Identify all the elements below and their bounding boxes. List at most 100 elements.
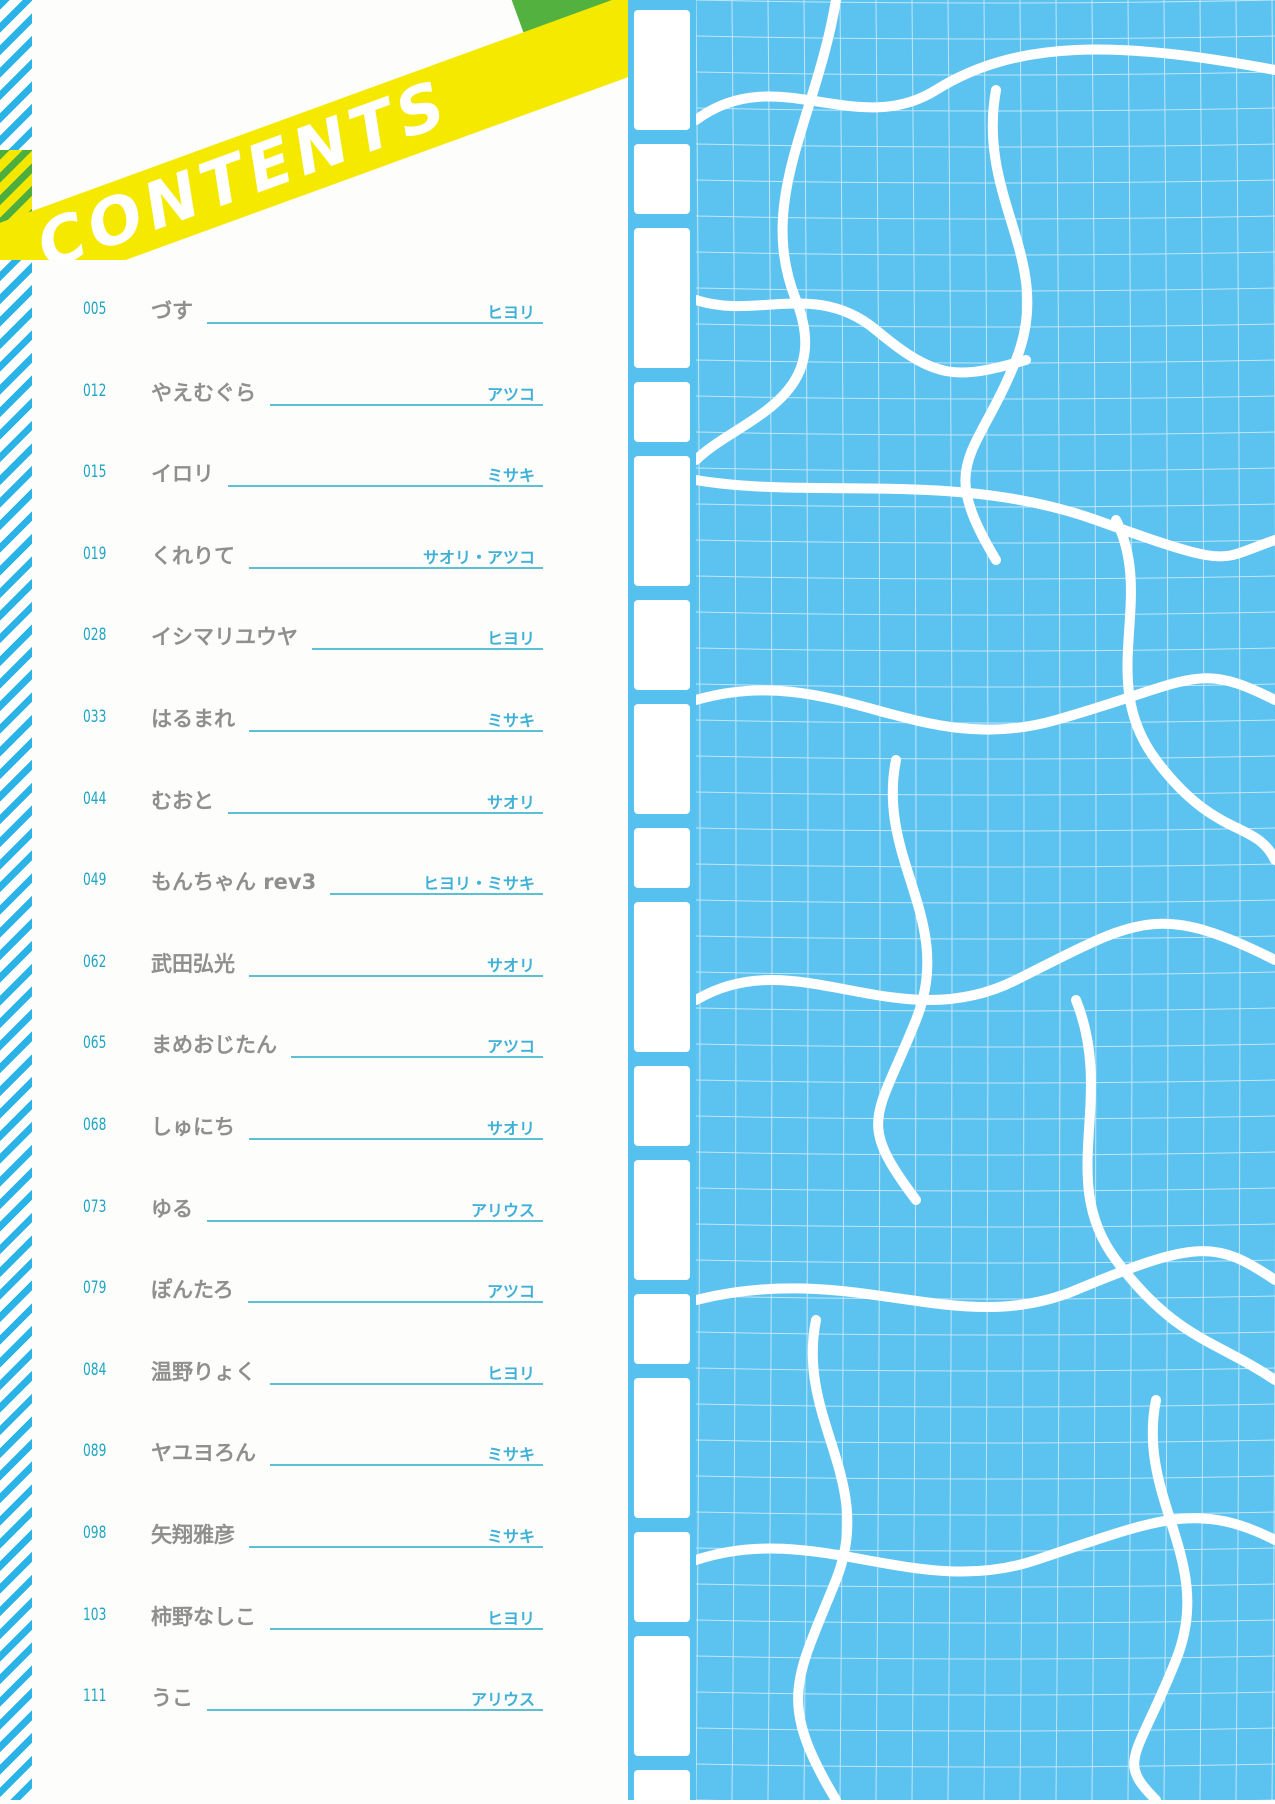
- leader-line: [151, 403, 543, 406]
- toc-entry[interactable]: 044 むおと サオリ: [83, 784, 543, 815]
- entry-author: ヒヨリ・ミサキ: [422, 874, 535, 894]
- entry-title: 柿野なしこ: [151, 1600, 270, 1631]
- strip-letter-shape: [634, 1532, 690, 1622]
- toc-entry[interactable]: 062 武田弘光 サオリ: [83, 947, 543, 978]
- page-number: 068: [83, 1115, 107, 1135]
- toc-entry[interactable]: 098 矢翔雅彦 ミサキ: [83, 1519, 543, 1549]
- caustic-line: [691, 44, 1275, 125]
- entry-author: ミサキ: [486, 466, 535, 486]
- strip-letter-shape: [634, 10, 690, 130]
- entry-title: やえむぐら: [151, 376, 270, 407]
- vertical-decorative-strip: [628, 0, 696, 1800]
- caustic-line: [793, 1315, 853, 1804]
- strip-letter-shape: [634, 1770, 690, 1800]
- toc-entry[interactable]: 103 柿野なしこ ヒヨリ: [83, 1600, 543, 1631]
- page-number: 089: [83, 1441, 107, 1462]
- entry-author: アリウス: [470, 1200, 535, 1220]
- entry-title: 矢翔雅彦: [151, 1519, 249, 1549]
- page-number: 098: [83, 1523, 107, 1543]
- leader-line: [151, 1301, 543, 1304]
- leader-line: [151, 322, 543, 324]
- pool-water-illustration: [691, 0, 1275, 1804]
- leader-line: [151, 730, 543, 732]
- toc-entry[interactable]: 073 ゆる アリウス: [83, 1192, 543, 1223]
- toc-entry[interactable]: 019 くれりて サオリ・アツコ: [83, 539, 543, 570]
- toc-entry[interactable]: 015 イロリ ミサキ: [83, 458, 543, 489]
- page-number: 033: [83, 707, 107, 727]
- leader-line: [151, 485, 543, 488]
- toc-entry[interactable]: 028 イシマリユウヤ ヒヨリ: [83, 621, 543, 652]
- entry-author: ヒヨリ: [486, 303, 535, 322]
- caustic-line: [873, 755, 933, 1205]
- toc-entry[interactable]: 005 づす ヒヨリ: [83, 295, 543, 325]
- strip-letter-shape: [634, 1294, 690, 1364]
- caustic-line: [1071, 995, 1275, 1385]
- caustic-line: [691, 0, 841, 465]
- entry-title: づす: [151, 295, 207, 325]
- page-number: 015: [83, 462, 107, 483]
- entry-title: もんちゃん rev3: [151, 866, 331, 897]
- strip-letter-shape: [634, 144, 690, 214]
- entry-title: はるまれ: [151, 703, 249, 733]
- page-number: 012: [83, 380, 107, 401]
- entry-author: ミサキ: [486, 1527, 535, 1546]
- entry-author: アリウス: [470, 1690, 535, 1710]
- page-number: 084: [83, 1359, 107, 1380]
- toc-entry[interactable]: 084 温野りょく ヒヨリ: [83, 1355, 543, 1386]
- entry-title: むおと: [151, 784, 228, 815]
- page-number: 079: [83, 1278, 107, 1299]
- leader-line: [151, 974, 543, 977]
- page-number: 073: [83, 1196, 107, 1217]
- strip-letter-shape: [634, 600, 690, 690]
- page-number: 049: [83, 870, 107, 891]
- toc-entry[interactable]: 065 まめおじたん アツコ: [83, 1029, 543, 1060]
- leader-line: [151, 893, 543, 896]
- entry-author: アツコ: [486, 1037, 535, 1057]
- entry-title: ゆる: [151, 1192, 207, 1223]
- toc-entry[interactable]: 111 うこ アリウス: [83, 1682, 543, 1713]
- toc-entry[interactable]: 068 しゅにち サオリ: [83, 1111, 543, 1141]
- page-title: CONTENTS: [27, 66, 461, 260]
- strip-letter-shape: [634, 704, 690, 814]
- banner-band: CONTENTS: [0, 0, 721, 260]
- entry-author: ミサキ: [486, 711, 535, 730]
- strip-letter-shape: [634, 382, 690, 442]
- toc-entry[interactable]: 079 ぽんたろ アツコ: [83, 1274, 543, 1305]
- page-number: 062: [83, 951, 107, 972]
- entry-author: サオリ: [486, 792, 535, 812]
- page-number: 005: [83, 299, 107, 319]
- entry-title: ぽんたろ: [151, 1274, 248, 1305]
- entry-title: 温野りょく: [151, 1355, 270, 1386]
- leader-line: [151, 1382, 543, 1385]
- entry-title: イロリ: [151, 458, 228, 489]
- leader-line: [151, 1138, 543, 1140]
- toc-entry[interactable]: 089 ヤユヨろん ミサキ: [83, 1437, 543, 1468]
- leader-line: [151, 1056, 543, 1059]
- strip-letter-shape: [634, 1636, 690, 1756]
- leader-line: [151, 648, 543, 651]
- entry-title: イシマリユウヤ: [151, 621, 312, 652]
- caustic-line: [1111, 515, 1275, 865]
- entry-author: サオリ: [486, 1119, 535, 1138]
- leader-line: [151, 1219, 543, 1222]
- entry-title: しゅにち: [151, 1111, 249, 1141]
- leader-line: [151, 1546, 543, 1548]
- leader-line: [151, 566, 543, 569]
- leader-line: [151, 1709, 543, 1712]
- entry-author: ヒヨリ: [486, 629, 535, 649]
- toc-entry[interactable]: 012 やえむぐら アツコ: [83, 376, 543, 407]
- page-number: 028: [83, 625, 107, 646]
- caustic-line: [691, 918, 1275, 1005]
- entry-title: まめおじたん: [151, 1029, 291, 1060]
- caustic-line: [691, 475, 1275, 562]
- toc-entry[interactable]: 049 もんちゃん rev3 ヒヨリ・ミサキ: [83, 866, 543, 897]
- caustic-line: [691, 673, 1275, 735]
- strip-letter-shape: [634, 456, 690, 586]
- strip-letter-shape: [634, 1066, 690, 1146]
- caustic-line: [691, 295, 1031, 378]
- entry-author: サオリ・アツコ: [422, 547, 535, 567]
- entry-author: サオリ: [486, 955, 535, 975]
- toc-entry[interactable]: 033 はるまれ ミサキ: [83, 703, 543, 733]
- caustic-line: [691, 1246, 1275, 1312]
- strip-letter-shape: [634, 1160, 690, 1280]
